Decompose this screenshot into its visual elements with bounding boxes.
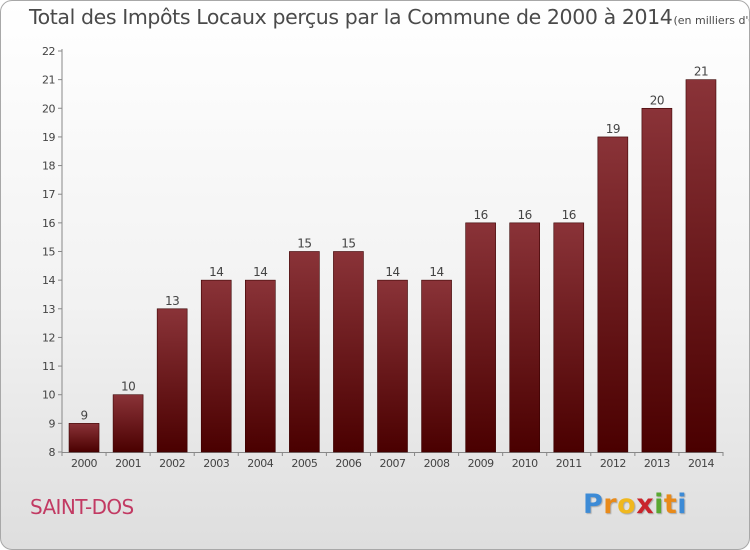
value-label: 16 [562,208,576,222]
value-label: 14 [253,265,267,279]
bar-2010 [509,222,541,453]
y-tick-label: 9 [49,417,56,430]
value-label: 14 [429,265,443,279]
chart-title: Total des Impôts Locaux perçus par la Co… [29,5,749,29]
x-tick-label: 2014 [688,457,714,470]
x-tick-label: 2013 [644,457,670,470]
bar-2009 [465,222,496,453]
value-label: 13 [165,294,179,308]
y-tick-label: 13 [42,303,55,316]
y-tick-label: 17 [42,188,55,201]
bar-2014 [685,79,717,453]
x-tick-label: 2012 [600,457,626,470]
bar-2008 [421,279,452,453]
bar-2004 [245,279,276,453]
value-label: 10 [121,380,135,394]
bar-2007 [377,279,408,453]
x-tick-label: 2006 [335,457,361,470]
y-tick-label: 14 [42,274,55,287]
x-tick-label: 2002 [159,457,185,470]
y-tick-label: 11 [42,360,55,373]
bar-2013 [641,107,673,453]
logo-letter: t [663,489,678,520]
logo-letter: x [636,489,655,520]
value-label: 15 [297,237,311,251]
x-tick-label: 2001 [115,457,141,470]
bar-2000 [68,423,100,453]
logo-letter: o [617,489,637,520]
proxiti-logo: Proxiti [583,489,687,520]
bar-2001 [112,394,144,453]
y-tick-label: 18 [42,160,55,173]
logo-letter: i [654,489,664,520]
x-tick-label: 2010 [512,457,538,470]
y-tick-label: 22 [42,45,55,58]
value-label: 14 [209,265,223,279]
y-tick-label: 19 [42,131,55,144]
y-tick-label: 21 [42,74,55,87]
y-tick-label: 20 [42,102,55,115]
x-tick-label: 2009 [468,457,494,470]
logo-letter: r [603,489,618,520]
value-label: 16 [518,208,532,222]
bar-2002 [156,308,188,453]
bar-2012 [597,136,629,453]
x-tick-label: 2005 [291,457,317,470]
y-tick-label: 16 [42,217,55,230]
y-tick-label: 8 [49,446,56,459]
y-tick-label: 10 [42,389,55,402]
bar-2011 [553,222,585,453]
value-label: 19 [606,122,620,136]
value-label: 14 [385,265,399,279]
value-label: 9 [80,408,87,422]
commune-name: SAINT-DOS [30,495,134,519]
logo-letter: P [583,489,604,520]
logo-letter: i [677,489,688,520]
x-tick-label: 2000 [71,457,97,470]
bar-2005 [289,251,320,453]
y-tick-label: 12 [42,331,55,344]
x-tick-label: 2008 [424,457,450,470]
value-label: 20 [650,93,664,107]
value-label: 21 [694,65,708,79]
y-tick-label: 15 [42,246,55,259]
x-tick-label: 2003 [203,457,229,470]
bar-2003 [200,279,232,453]
bar-2006 [333,251,364,453]
x-tick-label: 2007 [380,457,406,470]
x-tick-label: 2004 [247,457,273,470]
chart-title-text: Total des Impôts Locaux perçus par la Co… [29,5,673,29]
x-tick-label: 2011 [556,457,582,470]
value-label: 15 [341,237,355,251]
chart-unit-label: (en milliers d'€) [673,14,749,27]
value-label: 16 [473,208,487,222]
